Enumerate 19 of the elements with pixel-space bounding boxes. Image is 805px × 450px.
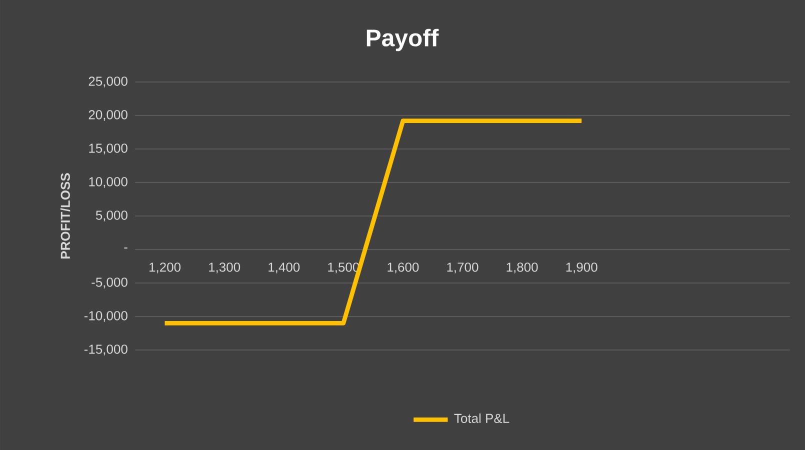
y-tick-label: -10,000 — [84, 311, 128, 322]
y-tick-label: 10,000 — [89, 177, 128, 188]
x-tick-label: 1,300 — [209, 262, 240, 274]
y-tick-label: -15,000 — [84, 344, 128, 356]
x-tick-label: 1,200 — [150, 262, 181, 274]
x-tick-label: 1,700 — [447, 262, 478, 274]
y-tick-label: 25,000 — [88, 76, 128, 88]
x-tick-label: 1,600 — [388, 262, 419, 274]
chart-title: Payoff — [366, 28, 439, 52]
y-tick-label: 5,000 — [96, 210, 128, 222]
y-tick-label: - — [124, 248, 128, 249]
y-axis-title: PROFIT/LOSS — [60, 173, 70, 258]
legend-label: Total P&L — [454, 413, 510, 423]
x-tick-label: 1,900 — [566, 262, 598, 274]
y-tick-label: -5,000 — [92, 278, 128, 288]
y-tick-label: 20,000 — [88, 110, 128, 121]
x-tick-label: 1,800 — [506, 262, 538, 274]
x-tick-label: 1,400 — [268, 262, 300, 274]
y-tick-label: 15,000 — [89, 144, 128, 154]
